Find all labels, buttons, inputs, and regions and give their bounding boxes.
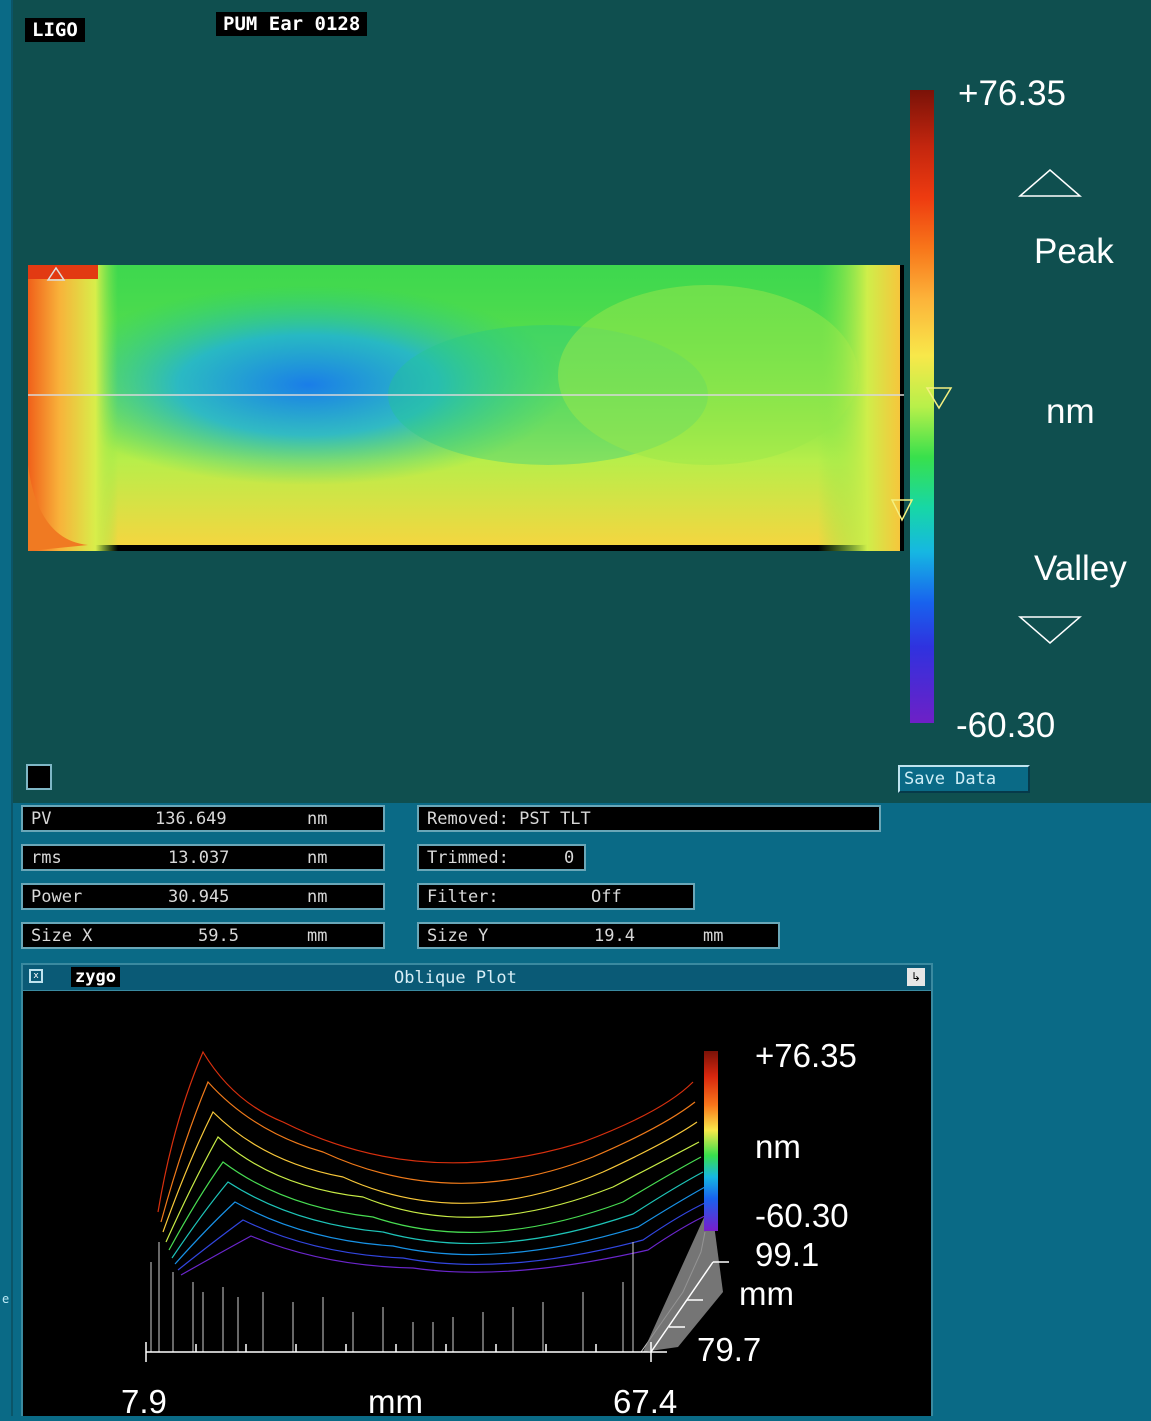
surface-map-image <box>28 265 904 551</box>
measurement-label-tag: PUM Ear 0128 <box>216 12 368 36</box>
size-y-unit: mm <box>703 926 724 946</box>
peak-label: Peak <box>1034 232 1114 271</box>
filter-label: Filter: <box>427 887 499 907</box>
peak-up-icon <box>1018 169 1082 197</box>
size-y-label: Size Y <box>427 926 489 946</box>
oblique-title: Oblique Plot <box>394 968 517 988</box>
cursor-marker-icon <box>925 387 953 410</box>
removed-text: Removed: PST TLT <box>427 809 591 829</box>
removed-field: Removed: PST TLT <box>417 805 881 832</box>
zygo-logo: zygo <box>71 967 120 987</box>
oblique-y-unit: mm <box>739 1275 794 1312</box>
pv-field: PV 136.649 nm <box>21 805 385 832</box>
color-scale-bar <box>910 90 934 723</box>
filter-value: Off <box>591 887 622 907</box>
size-y-value: 19.4 <box>594 926 635 946</box>
edge-glyph: e <box>2 1292 10 1306</box>
oblique-plot-graphic <box>145 1050 729 1362</box>
left-window-edge: e <box>0 0 13 1416</box>
oblique-y-min: 79.7 <box>697 1331 762 1368</box>
power-value: 30.945 <box>168 887 230 907</box>
pin-icon[interactable]: ↳ <box>907 968 925 986</box>
oblique-x-max: 67.4 <box>613 1383 678 1420</box>
rms-value: 13.037 <box>168 848 230 868</box>
power-field: Power 30.945 nm <box>21 883 385 910</box>
close-icon[interactable]: x <box>29 969 43 983</box>
size-x-value: 59.5 <box>198 926 239 946</box>
ligo-tag: LIGO <box>25 18 85 42</box>
pv-value: 136.649 <box>155 809 227 829</box>
oblique-x-min: 7.9 <box>121 1383 167 1420</box>
rms-label: rms <box>31 848 62 868</box>
oblique-color-scale-bar <box>704 1051 718 1231</box>
save-data-button[interactable]: Save Data <box>898 765 1030 793</box>
pv-unit: nm <box>307 809 328 829</box>
power-label: Power <box>31 887 83 907</box>
oblique-z-max: +76.35 <box>755 1037 857 1074</box>
trimmed-field: Trimmed: 0 <box>417 844 586 871</box>
scale-unit-label: nm <box>1046 392 1095 431</box>
trimmed-value: 0 <box>564 848 575 868</box>
filter-field: Filter: Off <box>417 883 695 910</box>
size-x-field: Size X 59.5 mm <box>21 922 385 949</box>
oblique-z-min: -60.30 <box>755 1197 849 1234</box>
rms-field: rms 13.037 nm <box>21 844 385 871</box>
valley-label: Valley <box>1034 549 1127 588</box>
valley-marker-icon <box>890 499 914 522</box>
trimmed-label: Trimmed: <box>427 848 509 868</box>
mask-toggle-button[interactable] <box>26 764 52 790</box>
oblique-z-unit: nm <box>755 1128 801 1165</box>
scale-min-value: -60.30 <box>956 706 1056 745</box>
oblique-title-bar[interactable]: x zygo Oblique Plot ↳ <box>23 965 931 991</box>
size-x-label: Size X <box>31 926 93 946</box>
oblique-x-unit: mm <box>368 1383 423 1420</box>
oblique-y-max: 99.1 <box>755 1236 820 1273</box>
valley-down-icon <box>1018 616 1082 644</box>
scale-max-value: +76.35 <box>958 74 1067 113</box>
size-y-field: Size Y 19.4 mm <box>417 922 780 949</box>
power-unit: nm <box>307 887 328 907</box>
oblique-plot-window: x zygo Oblique Plot ↳ <box>21 963 933 1420</box>
rms-unit: nm <box>307 848 328 868</box>
size-x-unit: mm <box>307 926 328 946</box>
pv-label: PV <box>31 809 52 829</box>
